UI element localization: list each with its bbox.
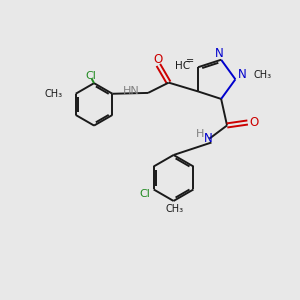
- Text: CH₃: CH₃: [254, 70, 272, 80]
- Text: Cl: Cl: [140, 189, 150, 199]
- Text: HC: HC: [175, 61, 190, 71]
- Text: O: O: [250, 116, 259, 129]
- Text: HN: HN: [123, 86, 140, 96]
- Text: N: N: [238, 68, 246, 81]
- Text: CH₃: CH₃: [44, 89, 62, 99]
- Text: =: =: [186, 56, 194, 66]
- Text: N: N: [203, 132, 212, 145]
- Text: H: H: [196, 129, 204, 139]
- Text: CH₃: CH₃: [166, 204, 184, 214]
- Text: Cl: Cl: [86, 71, 97, 81]
- Text: O: O: [153, 52, 162, 66]
- Text: N: N: [215, 47, 224, 60]
